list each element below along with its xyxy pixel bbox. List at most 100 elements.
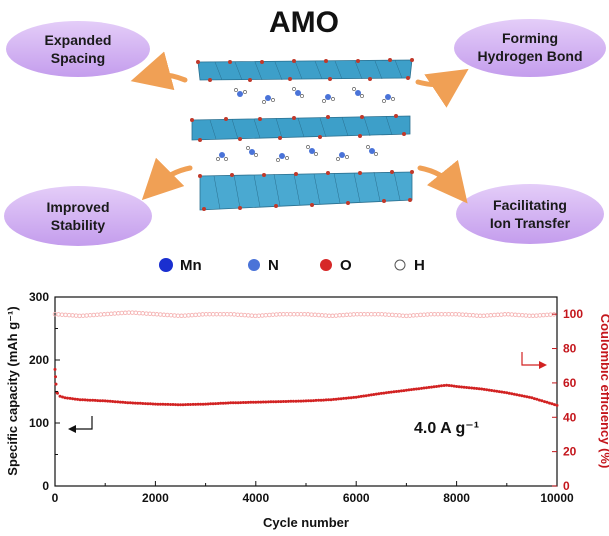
capacity-point <box>91 398 95 402</box>
x-tick-label: 8000 <box>443 491 470 505</box>
legend-label-mn: Mn <box>180 257 202 274</box>
capacity-point <box>379 391 383 395</box>
capacity-point <box>286 399 290 403</box>
capacity-point <box>54 375 57 379</box>
capacity-point <box>545 400 549 404</box>
x-tick-label: 0 <box>52 491 59 505</box>
capacity-point <box>291 399 295 403</box>
y-tick-label: 100 <box>29 416 49 430</box>
capacity-point <box>457 385 461 389</box>
capacity-point <box>550 402 554 406</box>
capacity-point <box>116 400 120 404</box>
y-tick-label: 0 <box>42 479 49 493</box>
capacity-point <box>460 385 464 389</box>
capacity-point <box>497 390 501 394</box>
efficiency-point <box>168 312 174 318</box>
capacity-point <box>71 397 75 401</box>
capacity-point <box>246 400 250 404</box>
capacity-point <box>98 399 102 403</box>
efficiency-point <box>316 312 321 318</box>
bubble-expanded-spacing: Expanded Spacing <box>6 21 150 77</box>
efficiency-point <box>189 312 195 318</box>
capacity-point <box>337 397 341 401</box>
capacity-point <box>397 389 401 393</box>
capacity-point <box>61 395 64 399</box>
capacity-point <box>374 392 378 396</box>
right-axis-arrow-icon <box>521 352 547 369</box>
capacity-point <box>420 386 423 390</box>
efficiency-point <box>267 312 272 318</box>
capacity-point <box>276 400 280 404</box>
capacity-point <box>78 398 82 402</box>
y-axis-label: Specific capacity (mAh g⁻¹) <box>5 306 20 475</box>
capacity-point <box>402 389 406 393</box>
x-axis-ticks: 0 2000 4000 6000 8000 10000 <box>52 481 574 505</box>
capacity-point <box>199 402 203 406</box>
capacity-point <box>166 402 170 406</box>
y2-tick-label: 100 <box>563 307 583 321</box>
y-axis-ticks: 0 100 200 300 <box>29 290 60 493</box>
bubble-line: Stability <box>51 217 106 233</box>
capacity-point <box>384 391 388 395</box>
capacity-point <box>194 402 198 406</box>
capacity-point <box>485 388 489 392</box>
capacity-point <box>103 399 107 403</box>
capacity-point <box>279 400 283 404</box>
capacity-point <box>118 400 122 404</box>
capacity-point <box>527 395 531 399</box>
capacity-point <box>254 400 258 404</box>
capacity-point <box>156 402 160 406</box>
capacity-point <box>532 397 536 401</box>
capacity-point <box>437 384 441 388</box>
capacity-point <box>349 396 353 400</box>
capacity-point <box>520 394 524 398</box>
layered-structure-illustration <box>190 58 414 211</box>
capacity-point <box>445 383 449 387</box>
capacity-point <box>297 399 300 403</box>
capacity-point <box>502 390 506 394</box>
capacity-point <box>322 398 326 402</box>
capacity-point <box>66 396 69 400</box>
capacity-point <box>76 397 80 401</box>
capacity-point <box>412 387 416 391</box>
capacity-point <box>477 387 481 391</box>
capacity-point <box>251 400 255 404</box>
capacity-point <box>414 387 418 391</box>
arrow-icon <box>417 159 468 204</box>
capacity-point <box>54 382 58 386</box>
capacity-point <box>450 384 454 388</box>
capacity-point <box>239 401 243 405</box>
capacity-point <box>342 396 346 400</box>
capacity-point <box>216 402 220 405</box>
bubble-facilitating-ion-transfer: Facilitating Ion Transfer <box>456 184 604 244</box>
capacity-point <box>209 402 213 406</box>
capacity-point <box>101 399 105 403</box>
capacity-point <box>475 387 479 390</box>
capacity-point <box>259 400 263 404</box>
capacity-point <box>289 399 293 403</box>
capacity-point <box>53 367 57 371</box>
capacity-point <box>394 390 398 393</box>
capacity-point <box>344 396 348 400</box>
legend-label-o: O <box>340 257 352 274</box>
capacity-point <box>269 400 273 404</box>
x-tick-label: 2000 <box>142 491 169 505</box>
capacity-point <box>184 403 187 407</box>
capacity-point <box>392 390 396 394</box>
capacity-point <box>367 393 371 397</box>
efficiency-point <box>91 312 96 318</box>
capacity-point <box>148 402 152 406</box>
capacity-point <box>73 397 77 401</box>
arrow-icons <box>130 51 469 204</box>
capacity-point <box>352 395 356 399</box>
capacity-point <box>362 394 366 398</box>
capacity-point <box>121 400 125 404</box>
capacity-point <box>462 385 466 389</box>
capacity-point <box>487 388 491 392</box>
capacity-point <box>113 400 117 404</box>
capacity-point <box>206 402 210 406</box>
capacity-point <box>399 389 403 393</box>
capacity-point <box>334 397 338 401</box>
efficiency-point <box>66 312 72 318</box>
y-tick-label: 200 <box>29 353 49 367</box>
